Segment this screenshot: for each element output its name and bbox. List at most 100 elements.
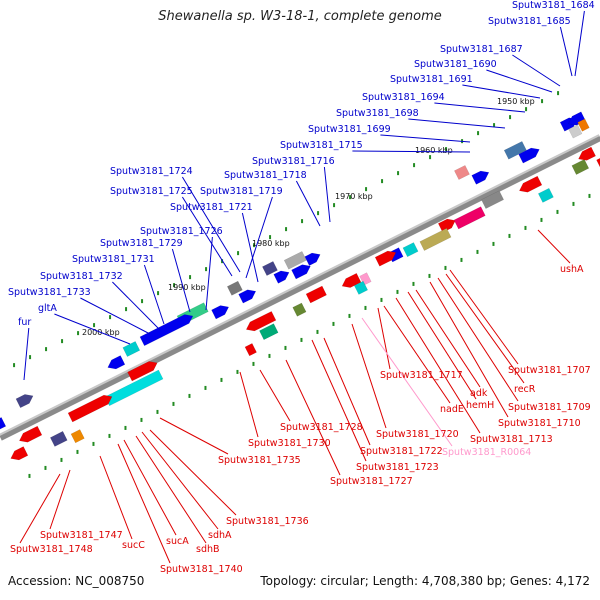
bottom-gene-label: Sputw3181_1709	[508, 402, 591, 413]
lower-tick	[556, 209, 559, 214]
upper-tick	[269, 235, 272, 240]
upper-tick	[93, 323, 96, 328]
gene-feature	[122, 341, 141, 357]
bottom-gene-label: Sputw3181_1736	[226, 516, 309, 527]
bottom-gene-label: Sputw3181_1713	[470, 434, 553, 445]
bottom-gene-callout	[135, 435, 207, 544]
bottom-gene-callout	[159, 417, 229, 455]
top-gene-label: Sputw3181_1691	[390, 74, 473, 85]
bottom-gene-callout	[285, 359, 341, 476]
bottom-gene-callout	[117, 443, 171, 564]
bottom-gene-callout	[99, 455, 133, 540]
lower-tick	[428, 273, 431, 278]
top-gene-label: Sputw3181_1733	[8, 287, 91, 298]
lower-tick	[28, 473, 31, 478]
lower-tick	[220, 377, 223, 382]
lower-tick	[60, 457, 63, 462]
top-gene-callout	[245, 196, 273, 279]
gene-feature	[67, 394, 113, 423]
upper-tick	[365, 187, 368, 192]
top-gene-callout	[559, 26, 573, 77]
scale-label: 1980 kbp	[252, 239, 290, 248]
gene-feature	[305, 285, 327, 304]
upper-tick	[525, 107, 528, 112]
lower-tick	[492, 241, 495, 246]
lower-tick	[524, 225, 527, 230]
lower-tick	[540, 217, 543, 222]
bottom-gene-callout	[445, 273, 525, 384]
top-gene-callout	[205, 236, 213, 311]
top-gene-callout	[574, 10, 585, 77]
top-gene-label: gltA	[38, 303, 57, 314]
bottom-gene-label: sucA	[166, 536, 189, 547]
gene-feature	[596, 157, 600, 168]
top-gene-label: Sputw3181_1726	[140, 226, 223, 237]
top-gene-label: Sputw3181_1685	[488, 16, 571, 27]
upper-tick	[189, 275, 192, 280]
lower-tick	[332, 321, 335, 326]
upper-tick	[61, 339, 64, 344]
bottom-gene-callout	[437, 277, 519, 402]
scale-label: 1970 kbp	[335, 192, 373, 201]
gene-feature	[304, 252, 321, 266]
top-gene-label: Sputw3181_1731	[72, 254, 155, 265]
upper-tick	[237, 251, 240, 256]
upper-tick	[541, 99, 544, 104]
gene-feature	[107, 355, 126, 370]
lower-tick	[124, 425, 127, 430]
bottom-gene-callout	[383, 305, 451, 404]
bottom-gene-callout	[415, 289, 481, 388]
top-gene-callout	[434, 102, 526, 113]
top-gene-callout	[462, 84, 541, 99]
top-gene-callout	[323, 166, 331, 223]
gene-feature	[139, 314, 194, 347]
bottom-gene-label: Sputw3181_1707	[508, 365, 591, 376]
bottom-gene-label: sdhB	[196, 544, 220, 555]
bottom-gene-callout	[429, 281, 509, 418]
lower-tick	[284, 345, 287, 350]
top-gene-label: Sputw3181_1684	[512, 0, 595, 11]
scale-label: 1960 kbp	[415, 146, 453, 155]
bottom-gene-callout	[149, 429, 237, 516]
top-gene-callout	[512, 54, 561, 87]
upper-tick	[557, 91, 560, 96]
lower-tick	[268, 353, 271, 358]
upper-tick	[477, 131, 480, 136]
top-gene-label: Sputw3181_1718	[224, 170, 307, 181]
bottom-gene-callout	[323, 337, 371, 446]
upper-tick	[157, 291, 160, 296]
bottom-gene-label: recR	[514, 384, 536, 395]
gene-feature	[481, 190, 505, 209]
lower-tick	[156, 409, 159, 414]
upper-tick	[381, 179, 384, 184]
lower-tick	[44, 465, 47, 470]
bottom-gene-label: adk	[470, 388, 488, 399]
gene-feature	[211, 305, 230, 320]
top-gene-label: Sputw3181_1729	[100, 238, 183, 249]
gene-feature	[419, 227, 452, 251]
lower-tick	[508, 233, 511, 238]
gene-feature	[518, 175, 543, 193]
lower-tick	[76, 449, 79, 454]
lower-tick	[188, 393, 191, 398]
bottom-gene-label: Sputw3181_1740	[160, 564, 243, 575]
lower-tick	[396, 289, 399, 294]
map-title: Shewanella sp. W3-18-1, complete genome	[158, 9, 442, 24]
bottom-gene-label: nadE	[440, 404, 464, 415]
lower-tick	[172, 401, 175, 406]
bottom-gene-callout	[351, 323, 387, 429]
upper-tick	[109, 315, 112, 320]
bottom-gene-callout	[141, 431, 219, 530]
top-gene-callout	[80, 297, 151, 335]
bottom-gene-callout	[449, 269, 519, 365]
bottom-gene-callout	[49, 469, 71, 530]
gene-feature	[15, 394, 34, 409]
bottom-gene-callout	[19, 473, 61, 544]
upper-tick	[205, 267, 208, 272]
gene-feature	[49, 430, 68, 447]
upper-tick	[397, 171, 400, 176]
top-gene-callout	[486, 69, 553, 93]
top-gene-callout	[352, 150, 471, 153]
lower-tick	[444, 265, 447, 270]
upper-tick	[333, 203, 336, 208]
